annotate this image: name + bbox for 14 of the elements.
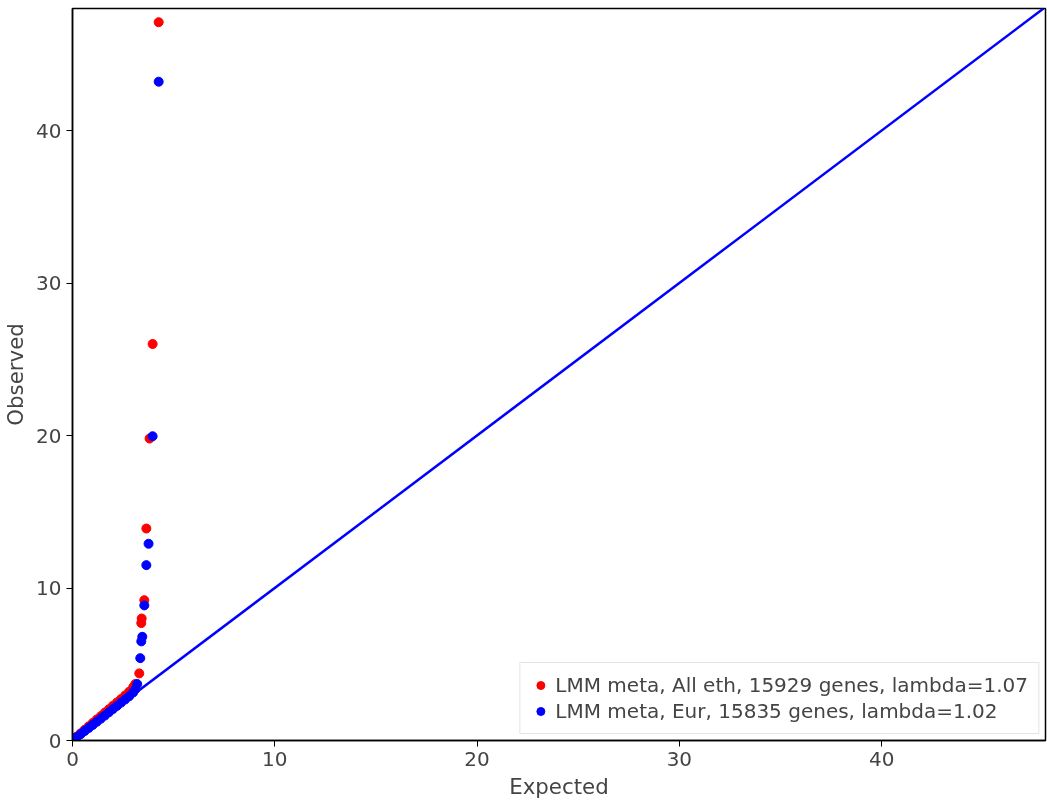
x-tick-label: 0 — [66, 746, 79, 771]
x-axis-title: Expected — [509, 773, 609, 799]
y-tick-label: 0 — [48, 728, 62, 753]
y-tick-label: 30 — [36, 271, 62, 295]
y-tick-label: 20 — [36, 423, 62, 448]
x-tick-label: 10 — [262, 746, 288, 771]
y-axis-title: Observed — [3, 323, 29, 426]
legend-label: LMM meta, All eth, 15929 genes, lambda=1.07 — [555, 673, 1028, 697]
y-tick-label: 10 — [36, 576, 62, 600]
x-tick-label: 40 — [868, 746, 895, 771]
x-tick-label: 30 — [666, 746, 693, 771]
y-tick-label: 40 — [36, 118, 62, 143]
legend-label: LMM meta, Eur, 15835 genes, lambda=1.02 — [555, 699, 998, 723]
x-tick-label: 20 — [464, 746, 490, 771]
